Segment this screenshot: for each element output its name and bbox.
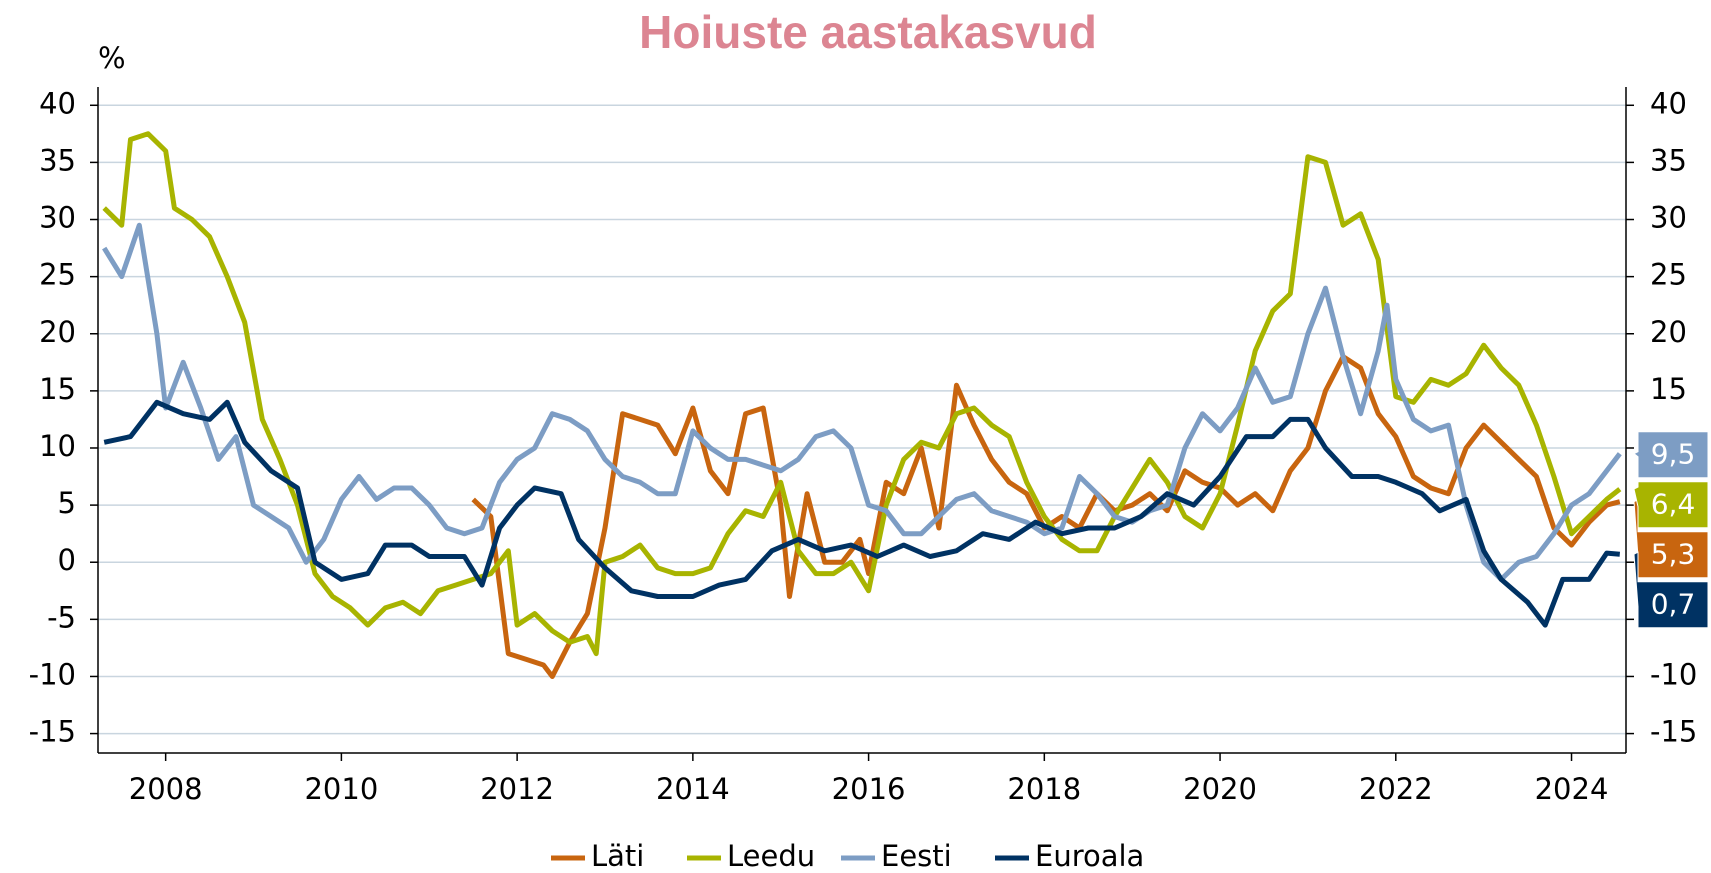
- x-tick-label: 2012: [480, 772, 554, 806]
- end-label: 5,3: [1633, 498, 1709, 579]
- end-label-text: 5,3: [1651, 538, 1696, 571]
- end-label-box: [1633, 431, 1709, 479]
- y-axis-label: %: [98, 41, 126, 75]
- y-tick-label: 40: [39, 86, 76, 120]
- series-line: [102, 222, 1622, 582]
- x-tick-label: 2010: [304, 772, 378, 806]
- y-tick-label: 35: [39, 143, 76, 177]
- x-tick-label: 2024: [1535, 772, 1609, 806]
- x-tick-label: 2018: [1007, 772, 1081, 806]
- legend-label: Eesti: [881, 839, 952, 873]
- series-line: [103, 399, 1621, 628]
- y2-tick-label: 20: [1650, 315, 1687, 349]
- series-line: [102, 131, 1622, 657]
- chart-title: Hoiuste aastakasvud: [639, 6, 1097, 58]
- y2-tick-label: 35: [1650, 143, 1687, 177]
- legend-label: Euroala: [1035, 839, 1144, 873]
- y-tick-label: 30: [39, 201, 76, 235]
- y-tick-label: 25: [39, 258, 76, 292]
- x-tick-label: 2008: [129, 772, 203, 806]
- y-tick-label: 0: [58, 543, 76, 577]
- legend-label: Leedu: [727, 839, 815, 873]
- x-tick-label: 2014: [656, 772, 730, 806]
- end-label: 0,7: [1633, 551, 1709, 629]
- end-label-box: [1633, 551, 1709, 629]
- y-tick-label: 15: [39, 372, 76, 406]
- y-tick-label: 10: [39, 429, 76, 463]
- y-tick-label: 20: [39, 315, 76, 349]
- x-tick-label: 2020: [1183, 772, 1257, 806]
- y2-tick-label: -10: [1650, 657, 1697, 691]
- y2-tick-label: 25: [1650, 258, 1687, 292]
- y2-tick-label: -15: [1650, 715, 1697, 749]
- y2-tick-label: 15: [1650, 372, 1687, 406]
- y-tick-label: -15: [29, 715, 76, 749]
- series-line: [471, 354, 1621, 679]
- y-tick-label: 5: [58, 486, 76, 520]
- end-label-text: 6,4: [1651, 488, 1696, 521]
- y2-tick-label: 40: [1650, 86, 1687, 120]
- x-tick-label: 2016: [832, 772, 906, 806]
- end-label-text: 9,5: [1651, 438, 1696, 471]
- end-label-text: 0,7: [1651, 588, 1696, 621]
- end-label-box: [1633, 481, 1709, 529]
- x-tick-label: 2022: [1359, 772, 1433, 806]
- y-tick-label: -10: [29, 657, 76, 691]
- y-tick-label: -5: [47, 600, 76, 634]
- end-label: 9,5: [1633, 431, 1709, 479]
- legend-label: Läti: [591, 839, 644, 873]
- y2-tick-label: 30: [1650, 201, 1687, 235]
- end-label: 6,4: [1633, 481, 1709, 529]
